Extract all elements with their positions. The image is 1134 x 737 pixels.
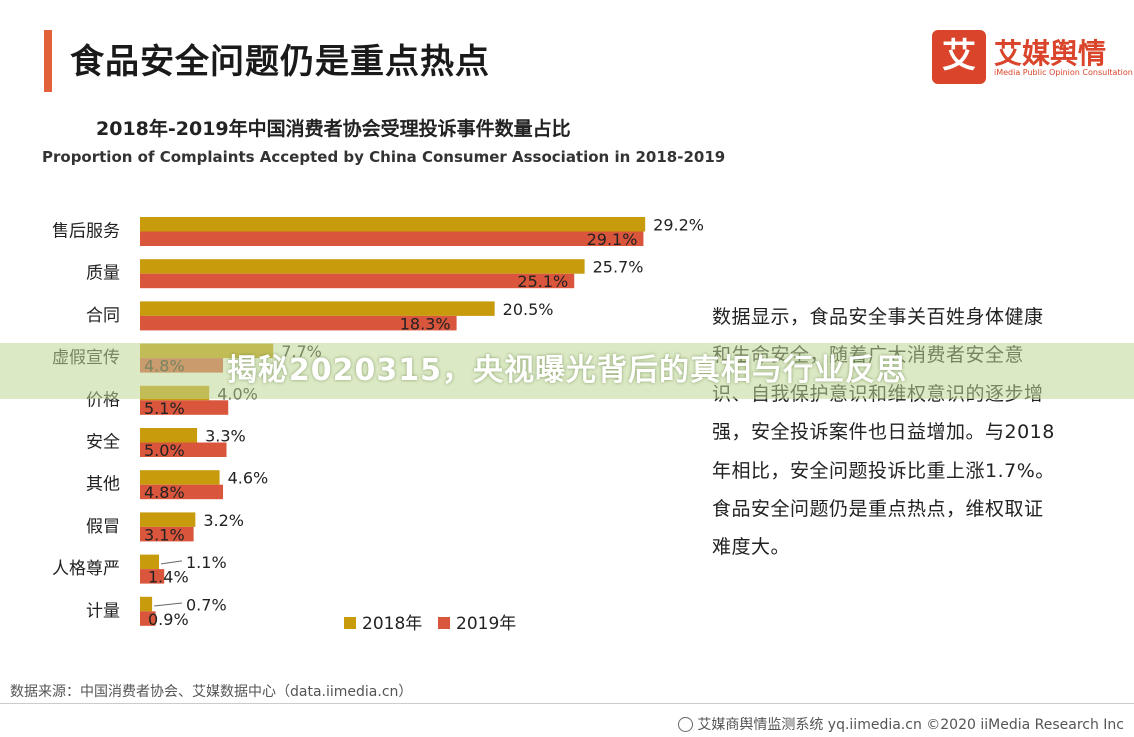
chart-title: 2018年-2019年中国消费者协会受理投诉事件数量占比 xyxy=(96,118,571,140)
bar-2018 xyxy=(140,470,220,485)
bar-2018 xyxy=(140,301,495,316)
title-accent-bar xyxy=(44,30,52,92)
data-label-2019: 5.1% xyxy=(144,399,185,418)
data-label-2019: 25.1% xyxy=(517,272,568,291)
bar-2018 xyxy=(140,596,153,612)
bar-2018 xyxy=(140,512,196,527)
data-label-2018: 25.7% xyxy=(593,258,644,277)
category-label: 安全 xyxy=(86,433,120,453)
legend-label-2018: 2018年 xyxy=(362,614,422,634)
data-label-2018: 1.1% xyxy=(186,553,227,572)
legend-label-2019: 2019年 xyxy=(456,614,516,634)
globe-icon xyxy=(678,717,694,732)
bar-2018 xyxy=(140,428,198,443)
bar-2019 xyxy=(140,526,194,542)
category-label: 合同 xyxy=(86,306,120,326)
leader-line xyxy=(154,602,183,607)
data-label-2018: 3.2% xyxy=(203,511,244,530)
bar-2018 xyxy=(140,259,585,274)
bar-2019 xyxy=(140,231,644,246)
bar-2019 xyxy=(140,400,229,415)
footer-credit: 艾媒商舆情监测系统 yq.iimedia.cn ©2020 iiMedia Re… xyxy=(678,714,1124,734)
category-label: 假冒 xyxy=(86,517,120,537)
category-label: 人格尊严 xyxy=(52,559,120,579)
footer-text: 艾媒商舆情监测系统 yq.iimedia.cn ©2020 iiMedia Re… xyxy=(697,717,1124,733)
category-label: 计量 xyxy=(86,601,120,621)
bar-2018 xyxy=(140,554,160,570)
category-label: 其他 xyxy=(86,475,120,495)
data-label-2019: 3.1% xyxy=(144,525,185,544)
imedia-logo: 艾 艾媒舆情 iMedia Public Opinion Consultatio… xyxy=(932,30,1133,86)
bar-2019 xyxy=(140,484,224,500)
data-label-2018: 20.5% xyxy=(503,300,554,319)
data-label-2019: 0.9% xyxy=(148,610,189,629)
data-label-2019: 18.3% xyxy=(400,314,451,333)
bar-2018 xyxy=(140,217,646,232)
category-label: 质量 xyxy=(86,264,120,284)
leader-line xyxy=(160,560,183,565)
legend-swatch-2019 xyxy=(438,617,450,629)
bar-2019 xyxy=(140,273,575,289)
logo-mark-icon: 艾 xyxy=(932,30,986,84)
chart-subtitle: Proportion of Complaints Accepted by Chi… xyxy=(42,148,726,166)
legend-swatch-2018 xyxy=(344,617,356,629)
logo-subtitle: iMedia Public Opinion Consultation xyxy=(994,68,1133,77)
page-title: 食品安全问题仍是重点热点 xyxy=(70,42,490,82)
bar-2019 xyxy=(140,569,165,584)
bar-2019 xyxy=(140,315,457,331)
data-label-2018: 4.6% xyxy=(228,469,269,488)
logo-mark-glyph: 艾 xyxy=(942,36,976,76)
data-label-2019: 1.4% xyxy=(148,568,189,587)
bar-2019 xyxy=(140,442,227,457)
data-label-2018: 0.7% xyxy=(186,595,227,614)
banner-headline[interactable]: 揭秘2020315，央视曝光背后的真相与行业反思 xyxy=(226,353,908,388)
headline-banner[interactable]: 揭秘2020315，央视曝光背后的真相与行业反思 xyxy=(0,343,1134,399)
data-label-2018: 3.3% xyxy=(205,427,246,446)
data-source: 数据来源：中国消费者协会、艾媒数据中心（data.iimedia.cn） xyxy=(10,684,413,700)
data-label-2019: 4.8% xyxy=(144,483,185,502)
data-label-2019: 29.1% xyxy=(587,230,638,249)
logo-name: 艾媒舆情 xyxy=(994,37,1107,70)
footer-divider xyxy=(0,703,1134,704)
data-label-2019: 5.0% xyxy=(144,441,185,460)
commentary-text: 数据显示，食品安全事关百姓身体健康和生命安全，随着广大消费者安全意识、自我保护意… xyxy=(712,306,1055,559)
bar-2019 xyxy=(140,611,156,626)
data-label-2018: 29.2% xyxy=(653,216,704,235)
category-label: 售后服务 xyxy=(52,222,120,242)
